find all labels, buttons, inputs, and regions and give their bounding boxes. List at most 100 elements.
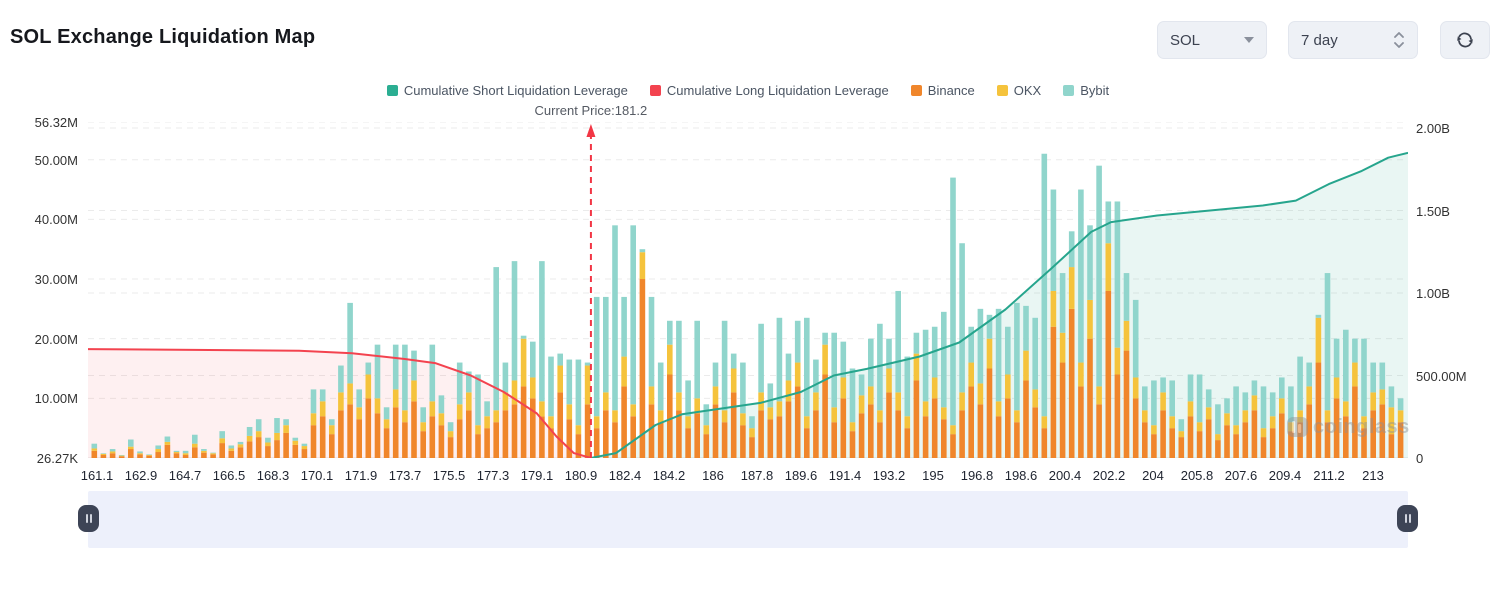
bar-segment-bybit[interactable] <box>1142 386 1148 411</box>
bar-segment-binance[interactable] <box>941 419 947 458</box>
bar-segment-binance[interactable] <box>575 434 582 458</box>
bar-segment-okx[interactable] <box>712 386 719 405</box>
bar-segment-okx[interactable] <box>785 380 792 402</box>
bar-segment-okx[interactable] <box>1178 431 1185 438</box>
bar-segment-bybit[interactable] <box>1251 380 1258 396</box>
bar-segment-binance[interactable] <box>365 398 372 458</box>
bar-segment-okx[interactable] <box>1114 347 1121 375</box>
bar-segment-bybit[interactable] <box>283 419 289 426</box>
bar-segment-bybit[interactable] <box>429 344 436 402</box>
bar-segment-okx[interactable] <box>648 386 655 405</box>
bar-segment-okx[interactable] <box>392 389 399 408</box>
bar-segment-binance[interactable] <box>1297 422 1303 458</box>
bar-segment-okx[interactable] <box>411 380 417 402</box>
bar-segment-binance[interactable] <box>392 407 399 458</box>
bar-segment-bybit[interactable] <box>1023 305 1029 351</box>
bar-segment-bybit[interactable] <box>904 356 911 417</box>
bar-segment-bybit[interactable] <box>1059 273 1066 333</box>
bar-segment-okx[interactable] <box>173 452 180 454</box>
bar-segment-okx[interactable] <box>374 398 381 414</box>
bar-segment-bybit[interactable] <box>502 362 509 393</box>
bar-segment-bybit[interactable] <box>182 450 189 454</box>
bar-segment-bybit[interactable] <box>941 311 947 408</box>
bar-segment-okx[interactable] <box>584 365 591 405</box>
bar-segment-okx[interactable] <box>201 450 207 453</box>
bar-segment-okx[interactable] <box>740 413 746 426</box>
bar-segment-bybit[interactable] <box>758 323 764 393</box>
bar-segment-bybit[interactable] <box>1333 338 1340 378</box>
bar-segment-binance[interactable] <box>804 428 810 458</box>
bar-segment-binance[interactable] <box>173 453 180 458</box>
bar-segment-bybit[interactable] <box>1169 380 1175 417</box>
bar-segment-okx[interactable] <box>995 401 1002 417</box>
bar-segment-binance[interactable] <box>858 413 865 458</box>
bar-segment-binance[interactable] <box>520 386 527 458</box>
bar-segment-bybit[interactable] <box>1370 362 1376 393</box>
bar-segment-binance[interactable] <box>118 456 125 458</box>
bar-segment-binance[interactable] <box>301 449 308 458</box>
bar-segment-binance[interactable] <box>740 425 746 458</box>
bar-segment-binance[interactable] <box>237 447 244 458</box>
bar-segment-okx[interactable] <box>776 401 783 417</box>
bar-segment-okx[interactable] <box>1068 267 1075 309</box>
bar-segment-binance[interactable] <box>255 437 262 458</box>
bar-segment-okx[interactable] <box>301 446 308 450</box>
bar-segment-binance[interactable] <box>1169 428 1175 458</box>
bar-segment-binance[interactable] <box>794 386 801 458</box>
bar-segment-bybit[interactable] <box>1032 317 1038 390</box>
bar-segment-okx[interactable] <box>1205 407 1212 420</box>
bar-segment-bybit[interactable] <box>265 437 271 443</box>
bar-segment-binance[interactable] <box>91 450 98 458</box>
bar-segment-bybit[interactable] <box>201 449 207 451</box>
bar-segment-okx[interactable] <box>502 392 509 411</box>
bar-segment-binance[interactable] <box>1132 398 1139 458</box>
bar-segment-okx[interactable] <box>493 410 499 423</box>
bar-segment-bybit[interactable] <box>667 320 673 345</box>
bar-segment-bybit[interactable] <box>310 389 317 414</box>
bar-segment-binance[interactable] <box>429 416 436 458</box>
bar-segment-bybit[interactable] <box>1279 377 1285 399</box>
bar-segment-okx[interactable] <box>1050 290 1057 327</box>
bar-segment-okx[interactable] <box>402 410 408 423</box>
bar-segment-bybit[interactable] <box>1260 386 1267 429</box>
bar-segment-okx[interactable] <box>91 448 98 451</box>
bar-segment-okx[interactable] <box>694 398 700 414</box>
bar-segment-okx[interactable] <box>1288 422 1294 432</box>
bar-segment-bybit[interactable] <box>986 314 993 339</box>
bar-segment-binance[interactable] <box>584 404 591 458</box>
bar-segment-binance[interactable] <box>730 392 737 458</box>
bar-segment-binance[interactable] <box>959 410 965 458</box>
bar-segment-bybit[interactable] <box>1178 419 1185 432</box>
bar-segment-bybit[interactable] <box>420 407 426 423</box>
bar-segment-binance[interactable] <box>100 455 107 458</box>
bar-segment-okx[interactable] <box>118 455 125 457</box>
bar-segment-bybit[interactable] <box>383 407 390 420</box>
bar-segment-okx[interactable] <box>182 453 189 456</box>
bar-segment-binance[interactable] <box>721 422 728 458</box>
bar-segment-binance[interactable] <box>1142 422 1148 458</box>
slider-handle-right[interactable] <box>1397 505 1418 532</box>
bar-segment-bybit[interactable] <box>1087 225 1093 300</box>
bar-segment-binance[interactable] <box>1187 416 1194 458</box>
bar-segment-binance[interactable] <box>182 455 189 458</box>
bar-segment-okx[interactable] <box>1388 407 1395 435</box>
bar-segment-binance[interactable] <box>840 398 847 458</box>
bar-segment-okx[interactable] <box>1233 425 1239 435</box>
bar-segment-okx[interactable] <box>1343 401 1349 417</box>
bar-segment-bybit[interactable] <box>1233 386 1239 426</box>
bar-segment-okx[interactable] <box>813 392 819 411</box>
bar-segment-binance[interactable] <box>1032 407 1038 458</box>
bar-segment-bybit[interactable] <box>237 441 244 445</box>
bar-segment-okx[interactable] <box>283 425 289 433</box>
bar-segment-bybit[interactable] <box>548 356 554 417</box>
bar-segment-binance[interactable] <box>995 416 1002 458</box>
bar-segment-bybit[interactable] <box>712 362 719 387</box>
bar-segment-okx[interactable] <box>877 410 883 423</box>
bar-segment-bybit[interactable] <box>1114 201 1121 348</box>
bar-segment-bybit[interactable] <box>520 335 527 339</box>
bar-segment-okx[interactable] <box>685 416 691 429</box>
bar-segment-bybit[interactable] <box>950 177 956 426</box>
bar-segment-bybit[interactable] <box>1324 273 1331 411</box>
bar-segment-bybit[interactable] <box>1315 314 1322 318</box>
bar-segment-binance[interactable] <box>164 444 171 458</box>
